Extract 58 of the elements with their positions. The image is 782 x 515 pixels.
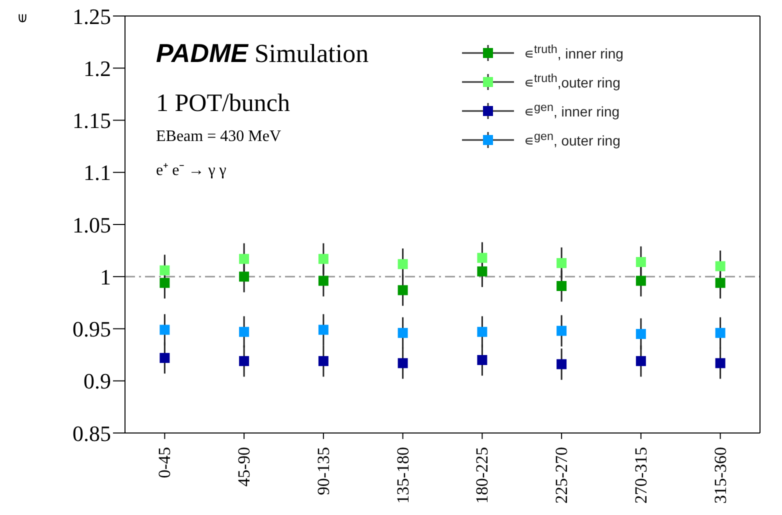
annotation: EBeam = 430 MeV	[156, 128, 281, 146]
legend-label: ∊$^{truth}$,outer ring	[524, 72, 620, 91]
point	[160, 352, 170, 363]
y-tick-label: 1	[100, 264, 111, 290]
point	[160, 324, 170, 335]
point	[477, 266, 488, 276]
point	[398, 358, 408, 368]
annotation: 1 POT/bunch	[156, 90, 290, 118]
x-tick-label: 270-315	[631, 447, 650, 504]
legend-label: ∊$^{gen}$, inner ring	[524, 101, 620, 120]
point	[715, 278, 726, 288]
point	[318, 254, 328, 264]
point	[318, 324, 328, 335]
x-tick-label: 225-270	[552, 447, 572, 504]
point	[715, 261, 726, 272]
annotation: PADME Simulation	[156, 38, 369, 68]
x-tick-label: 90-135	[314, 447, 333, 496]
x-tick-label: 0-45	[155, 447, 174, 478]
point	[318, 276, 328, 286]
point	[556, 258, 567, 268]
x-tick-label: 315-360	[710, 447, 730, 504]
point	[160, 278, 170, 288]
point	[636, 276, 646, 286]
point	[636, 356, 646, 366]
point	[636, 257, 646, 268]
y-tick-label: 1.15	[72, 108, 111, 134]
y-tick-label: 1.05	[72, 212, 111, 238]
point	[239, 326, 250, 337]
y-tick-label: 1.1	[84, 160, 111, 186]
point	[477, 252, 488, 263]
point	[398, 328, 408, 338]
point	[715, 358, 726, 368]
y-tick-label: 1.25	[72, 4, 111, 29]
point	[556, 359, 567, 370]
x-tick-label: 180-225	[472, 447, 492, 504]
point	[160, 265, 170, 276]
y-tick-label: 0.85	[72, 420, 111, 446]
point	[398, 285, 408, 296]
annotation: e⁺ e⁻ → γ γ	[156, 161, 226, 180]
point	[556, 326, 567, 336]
y-axis-title: ∊	[12, 12, 32, 24]
point	[239, 272, 250, 282]
point	[477, 355, 488, 366]
y-tick-label: 0.95	[72, 316, 111, 342]
x-tick-label: 45-90	[234, 447, 254, 487]
y-tick-label: 0.9	[84, 368, 111, 394]
point	[715, 328, 726, 338]
point	[239, 356, 250, 366]
point	[398, 259, 408, 270]
x-tick-label: 135-180	[393, 447, 412, 504]
point	[556, 281, 567, 292]
legend-label: ∊$^{gen}$, outer ring	[524, 130, 620, 149]
point	[636, 328, 646, 339]
y-tick-label: 1.2	[84, 56, 111, 81]
legend-label: ∊$^{truth}$, inner ring	[524, 43, 624, 62]
point	[239, 254, 250, 264]
point	[477, 326, 488, 337]
point	[318, 356, 328, 366]
